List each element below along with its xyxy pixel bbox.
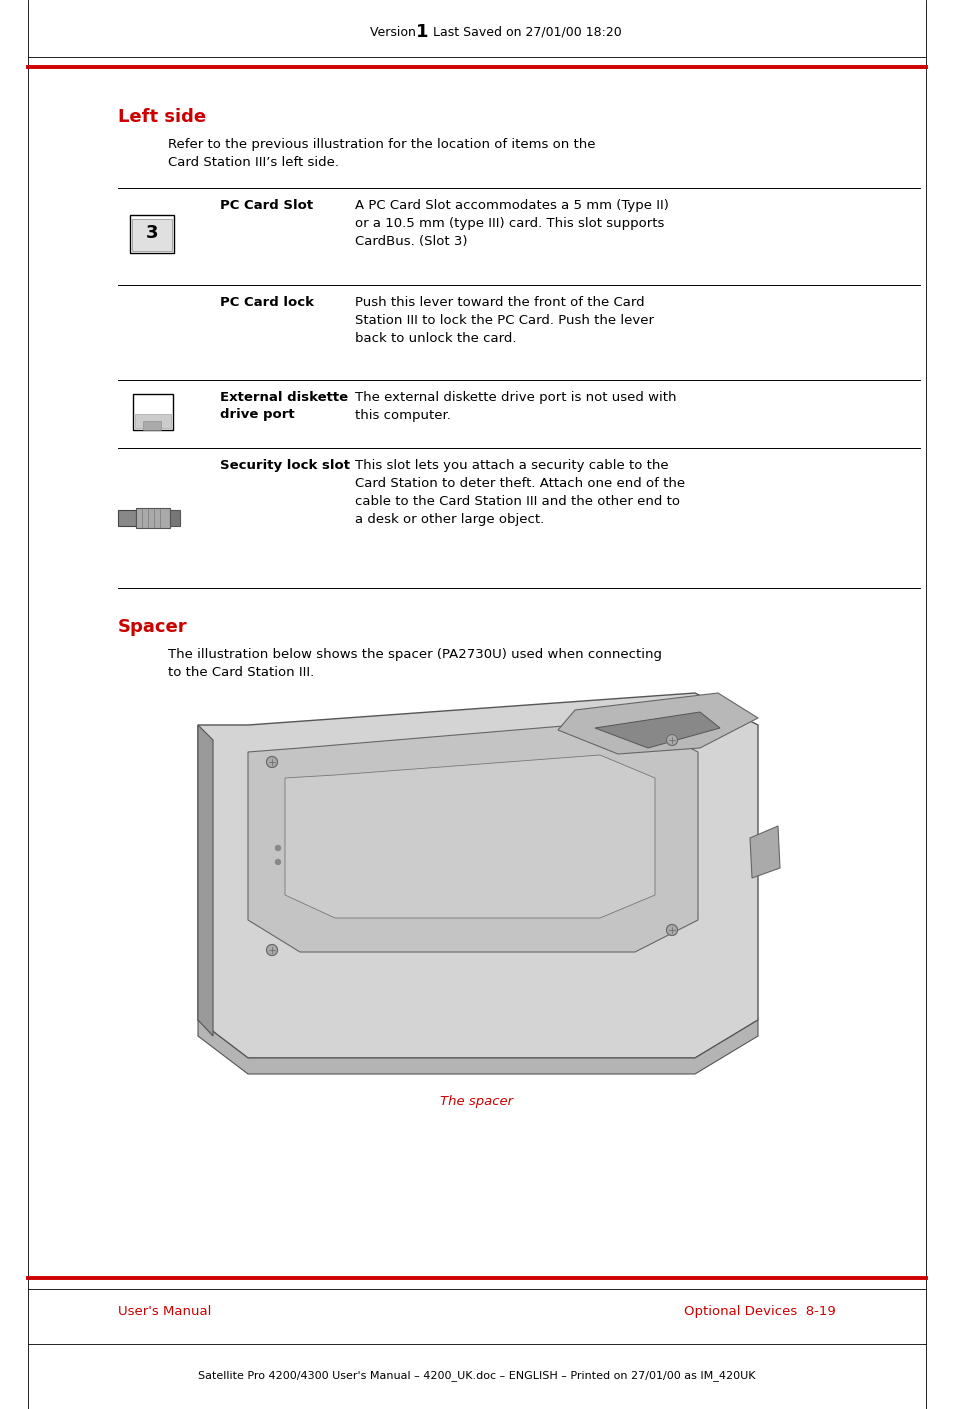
- Text: Push this lever toward the front of the Card
Station III to lock the PC Card. Pu: Push this lever toward the front of the …: [355, 296, 654, 345]
- Text: Optional Devices  8-19: Optional Devices 8-19: [683, 1305, 835, 1317]
- FancyBboxPatch shape: [132, 395, 172, 430]
- FancyBboxPatch shape: [170, 510, 180, 526]
- Text: PC Card Slot: PC Card Slot: [220, 199, 313, 211]
- Text: PC Card lock: PC Card lock: [220, 296, 314, 309]
- Text: 1: 1: [416, 23, 428, 41]
- Polygon shape: [558, 693, 758, 754]
- Polygon shape: [198, 726, 213, 1036]
- Circle shape: [666, 924, 677, 936]
- Text: Refer to the previous illustration for the location of items on the
Card Station: Refer to the previous illustration for t…: [168, 138, 595, 169]
- Text: A PC Card Slot accommodates a 5 mm (Type II)
or a 10.5 mm (type III) card. This : A PC Card Slot accommodates a 5 mm (Type…: [355, 199, 668, 248]
- FancyBboxPatch shape: [135, 414, 171, 428]
- Polygon shape: [749, 826, 780, 878]
- Text: Security lock slot: Security lock slot: [220, 459, 350, 472]
- Circle shape: [275, 859, 280, 865]
- Polygon shape: [198, 693, 758, 1058]
- Text: Spacer: Spacer: [118, 619, 188, 635]
- FancyBboxPatch shape: [143, 421, 161, 430]
- Polygon shape: [248, 720, 698, 952]
- Polygon shape: [198, 1020, 758, 1074]
- FancyBboxPatch shape: [136, 509, 170, 528]
- Text: Left side: Left side: [118, 108, 206, 125]
- FancyBboxPatch shape: [130, 214, 173, 252]
- Text: Version: Version: [370, 25, 423, 38]
- Text: External diskette
drive port: External diskette drive port: [220, 392, 348, 421]
- Text: Last Saved on 27/01/00 18:20: Last Saved on 27/01/00 18:20: [424, 25, 621, 38]
- Circle shape: [266, 757, 277, 768]
- Circle shape: [275, 845, 280, 851]
- Circle shape: [266, 944, 277, 955]
- Text: User's Manual: User's Manual: [118, 1305, 212, 1317]
- Text: The illustration below shows the spacer (PA2730U) used when connecting
to the Ca: The illustration below shows the spacer …: [168, 648, 661, 679]
- Text: 3: 3: [146, 224, 158, 242]
- Text: This slot lets you attach a security cable to the
Card Station to deter theft. A: This slot lets you attach a security cab…: [355, 459, 684, 526]
- Text: The spacer: The spacer: [440, 1095, 513, 1107]
- FancyBboxPatch shape: [132, 218, 172, 251]
- FancyBboxPatch shape: [118, 510, 136, 526]
- Polygon shape: [285, 755, 655, 919]
- Polygon shape: [595, 712, 720, 748]
- Circle shape: [666, 734, 677, 745]
- Text: The external diskette drive port is not used with
this computer.: The external diskette drive port is not …: [355, 392, 676, 423]
- Text: Satellite Pro 4200/4300 User's Manual – 4200_UK.doc – ENGLISH – Printed on 27/01: Satellite Pro 4200/4300 User's Manual – …: [198, 1370, 755, 1381]
